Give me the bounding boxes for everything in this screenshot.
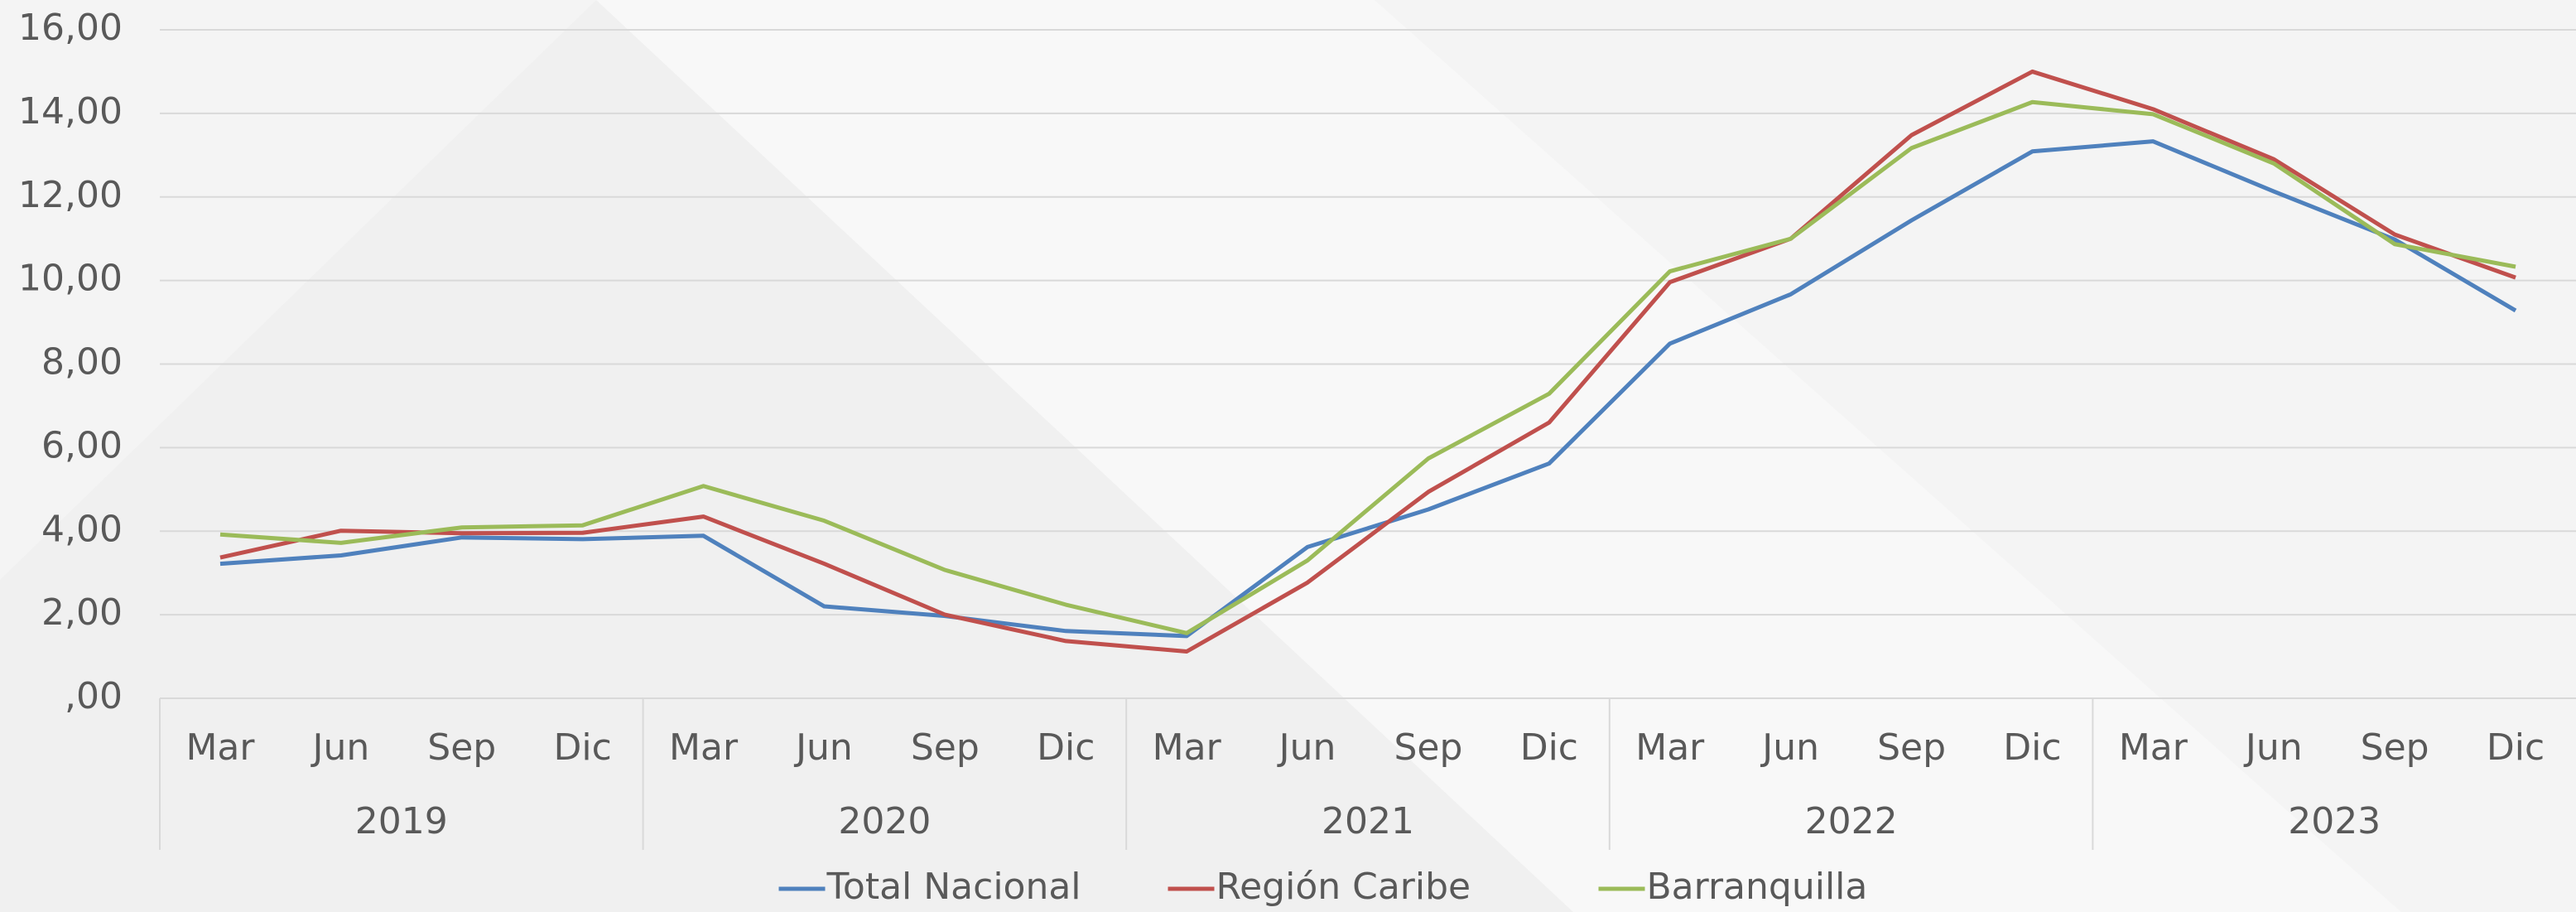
line-series <box>219 69 2516 654</box>
x-tick-label: Mar <box>1153 726 1222 769</box>
x-tick-label: Jun <box>793 726 853 769</box>
x-tick-label: Dic <box>2487 726 2545 769</box>
y-tick-label: 16,00 <box>18 7 123 49</box>
background-shape <box>596 0 2401 912</box>
y-tick-label: 8,00 <box>41 341 123 384</box>
x-tick-label: Sep <box>2361 726 2429 769</box>
y-tick-label: 12,00 <box>18 174 123 216</box>
x-tick-label: Mar <box>2119 726 2188 769</box>
x-tick-label: Sep <box>1877 726 1946 769</box>
x-tick-label: Mar <box>669 726 739 769</box>
x-tick-label: Dic <box>1520 726 1578 769</box>
x-tick-label: Jun <box>310 726 369 769</box>
x-tick-label: Jun <box>1760 726 1819 769</box>
x-tick-label: Dic <box>2003 726 2061 769</box>
line-series <box>219 99 2516 635</box>
x-tick-label: Mar <box>1635 726 1705 769</box>
x-tick-label: Jun <box>2243 726 2303 769</box>
y-tick-label: 10,00 <box>18 258 123 300</box>
x-tick-label: Mar <box>185 726 255 769</box>
y-tick-label: 6,00 <box>41 424 123 466</box>
x-tick-label: Sep <box>911 726 980 769</box>
x-tick-label: Jun <box>1277 726 1336 769</box>
legend-label: Barranquilla <box>1647 866 1868 908</box>
legend-label: Región Caribe <box>1216 866 1471 908</box>
y-tick-label: ,00 <box>65 675 123 717</box>
legend-label: Total Nacional <box>826 866 1081 908</box>
year-label: 2020 <box>838 800 931 842</box>
year-label: 2022 <box>1805 800 1898 842</box>
year-label: 2023 <box>2288 800 2381 842</box>
y-tick-label: 14,00 <box>18 90 123 133</box>
line-series <box>219 139 2517 639</box>
y-tick-label: 2,00 <box>41 591 123 634</box>
year-label: 2021 <box>1322 800 1414 842</box>
x-tick-label: Dic <box>554 726 612 769</box>
x-tick-label: Sep <box>427 726 496 769</box>
x-tick-label: Dic <box>1037 726 1095 769</box>
x-tick-label: Sep <box>1394 726 1462 769</box>
y-tick-label: 4,00 <box>41 508 123 550</box>
year-label: 2019 <box>355 800 448 842</box>
